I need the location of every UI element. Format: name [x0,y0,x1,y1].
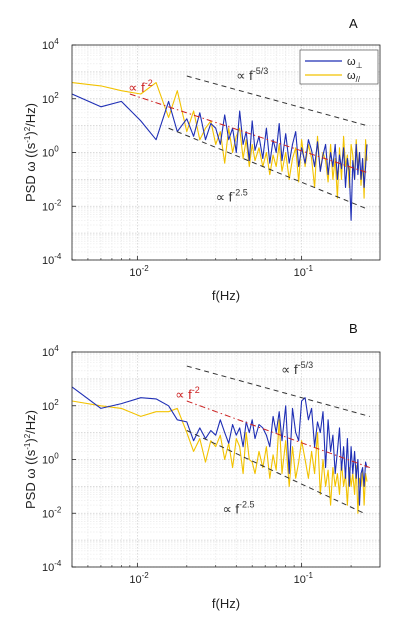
panel-label: A [349,16,358,31]
tick-base: 10 [42,455,54,467]
x-axis-label: f(Hz) [212,596,240,611]
ylabel-sup: -1 [23,135,32,143]
reference-line-1 [186,75,368,127]
reference-label-1: ∝ f-5/3 [281,360,313,377]
tick-exponent: -2 [54,198,62,207]
x-tick-label: 10-2 [129,264,149,279]
ylabel-part: /Hz) [23,103,38,127]
x-tick-label: 10-2 [129,571,149,586]
reference-line-1 [186,365,370,417]
series-line-omega-perp [72,93,368,221]
reference-label-1: ∝ f-5/3 [236,66,268,83]
panel-B: ∝ f-2∝ f-5/3∝ f-2.510-2 10-110-410-210010… [23,321,381,611]
reference-label-0: ∝ f-2 [175,385,200,402]
reference-label-exponent: -2.5 [239,499,255,509]
x-axis-label: f(Hz) [212,288,240,303]
y-tick-label: 100 [42,452,59,467]
y-tick-label: 102 [42,91,59,106]
ylabel-part: PSD ω ((s [23,142,38,202]
y-tick-label: 10-2 [42,505,62,520]
legend-text: ω [347,56,356,68]
series-group [72,75,368,221]
legend-subscript: ⊥ [356,61,363,70]
tick-exponent: -1 [306,264,314,273]
y-tick-label: 10-4 [42,252,62,267]
y-axis-label: PSD ω ((s-1)2/Hz) [23,103,38,202]
tick-base: 10 [129,574,141,586]
reference-label-text: ∝ f [128,80,145,95]
reference-label-exponent: -2.5 [232,188,248,198]
grid [71,44,380,261]
series-line-omega-perp [72,386,368,506]
ylabel-part: ) [23,131,38,135]
reference-label-exponent: -2 [192,385,200,395]
y-tick-label: 10-4 [42,559,62,574]
ylabel-part: PSD ω ((s [23,449,38,509]
legend-entry: ω// [347,70,361,84]
y-tick-label: 104 [42,344,59,359]
reference-label-exponent: -5/3 [298,360,314,370]
legend-entry: ω⊥ [347,56,363,70]
tick-base: 10 [42,201,54,213]
legend-subscript: // [356,75,361,84]
tick-exponent: -2 [54,505,62,514]
tick-exponent: 4 [54,344,59,353]
reference-label-2: ∝ f-2.5 [216,188,248,205]
y-axis-label: PSD ω ((s-1)2/Hz) [23,410,38,509]
tick-exponent: 2 [54,398,59,407]
ylabel-sup: -1 [23,442,32,450]
y-tick-label: 100 [42,145,59,160]
tick-base: 10 [42,401,54,413]
tick-base: 10 [294,267,306,279]
tick-base: 10 [294,574,306,586]
tick-base: 10 [42,255,54,267]
y-tick-label: 104 [42,37,59,52]
ylabel-sup: 2 [23,433,32,438]
reference-label-2: ∝ f-2.5 [223,499,255,516]
tick-exponent: -2 [142,264,150,273]
reference-line-0 [186,400,370,469]
panel-label: B [349,321,358,336]
legend-box [299,49,379,85]
tick-exponent: -2 [142,571,150,580]
reference-label-text: ∝ f [175,387,192,402]
reference-label-text: ∝ f [216,190,233,205]
x-tick-label: 10-1 [294,264,314,279]
tick-base: 10 [42,562,54,574]
tick-exponent: 0 [54,145,59,154]
tick-exponent: 4 [54,37,59,46]
tick-base: 10 [42,94,54,106]
reference-label-exponent: -5/3 [253,66,269,76]
ylabel-part: ) [23,438,38,442]
ylabel-sup: 2 [23,126,32,131]
x-tick-label: 10-1 [294,571,314,586]
y-tick-label: 10-2 [42,198,62,213]
reference-line-2 [186,430,365,514]
y-tick-label: 102 [42,398,59,413]
tick-exponent: -4 [54,252,62,261]
ylabel-part: /Hz) [23,410,38,434]
reference-label-exponent: -2 [145,78,153,88]
reference-label-text: ∝ f [281,362,298,377]
tick-base: 10 [42,40,54,52]
legend-text: ω [347,70,356,82]
reference-label-text: ∝ f [236,68,253,83]
reference-label-0: ∝ f-2 [128,78,153,95]
tick-exponent: -1 [306,571,314,580]
tick-base: 10 [129,267,141,279]
tick-base: 10 [42,347,54,359]
series-group [72,365,370,514]
reference-label-text: ∝ f [223,501,240,516]
tick-exponent: 0 [54,452,59,461]
tick-base: 10 [42,508,54,520]
panel-A: ∝ f-2 ∝ f-5/3∝ f-2.510-2 10-110-410-210010… [23,16,381,303]
tick-exponent: 2 [54,91,59,100]
legend: ω⊥ω// [299,49,379,85]
tick-exponent: -4 [54,559,62,568]
reference-line-0 [129,93,368,173]
tick-base: 10 [42,148,54,160]
